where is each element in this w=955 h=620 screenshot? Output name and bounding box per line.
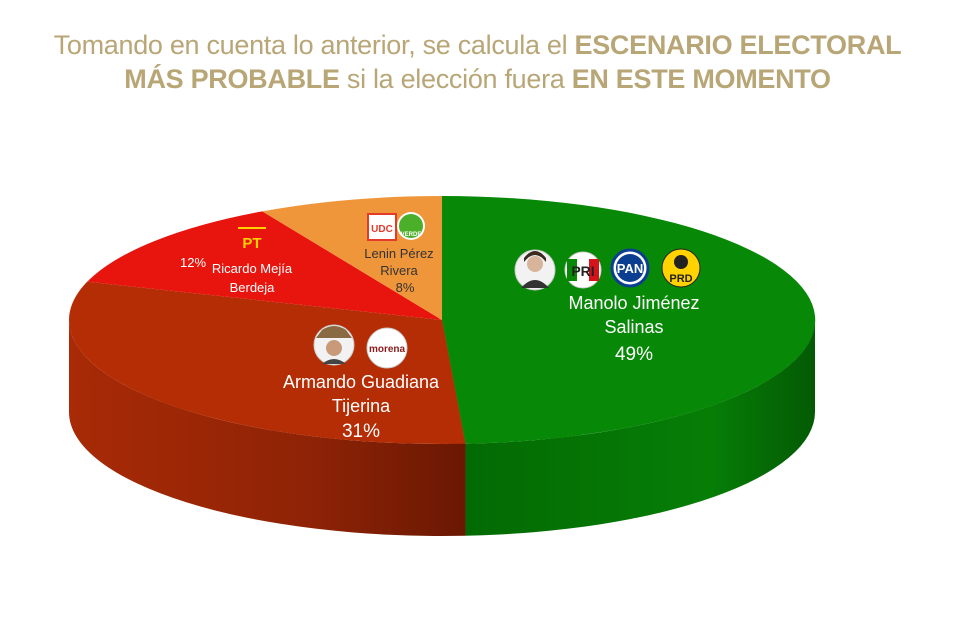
label-group-armando: morena Armando Guadiana Tijerina 31%: [283, 324, 440, 442]
title-part-3: MÁS PROBABLE: [124, 64, 340, 94]
label-group-manolo: PRI PAN PRD Manolo Jiménez Salinas 49%: [514, 248, 701, 365]
pan-logo: PAN: [610, 248, 650, 288]
verde-logo-text: VERDE: [401, 232, 422, 238]
label-manolo-line2: Salinas: [604, 317, 663, 337]
prd-logo-text: PRD: [669, 273, 692, 285]
pri-logo: PRI: [564, 251, 602, 289]
title-part-4: si la elección fuera: [339, 64, 572, 94]
title-part-2: ESCENARIO ELECTORAL: [574, 30, 902, 60]
pie-top: [68, 195, 816, 445]
morena-logo-text: morena: [369, 344, 406, 355]
label-ricardo-pct: 12%: [180, 255, 206, 270]
candidate-photo-manolo: [514, 249, 556, 291]
label-ricardo-line2: Berdeja: [230, 280, 276, 295]
label-ricardo-line1: Ricardo Mejía: [212, 261, 293, 276]
pie-slice-1: [68, 281, 466, 445]
title-part-1: Tomando en cuenta lo anterior, se calcul…: [53, 30, 575, 60]
label-armando-line1: Armando Guadiana: [283, 372, 440, 392]
label-lenin-line2: Rivera: [380, 263, 418, 278]
label-group-lenin: UDC VERDE Lenin Pérez Rivera 8%: [364, 212, 434, 295]
title-part-5: EN ESTE MOMENTO: [571, 64, 831, 94]
label-lenin-line1: Lenin Pérez: [364, 246, 433, 261]
pie-side-0: [465, 320, 815, 536]
verde-logo: VERDE: [397, 212, 425, 240]
pri-logo-text: PRI: [571, 263, 594, 279]
label-group-ricardo: PT 12% Ricardo Mejía Berdeja: [180, 226, 293, 295]
candidate-photo-armando: [313, 324, 355, 366]
pan-logo-text: PAN: [617, 261, 643, 276]
pie-side-1: [69, 320, 466, 537]
morena-logo: morena: [366, 327, 408, 369]
label-manolo-pct: 49%: [615, 344, 653, 365]
label-lenin-pct: 8%: [396, 280, 415, 295]
label-manolo-line1: Manolo Jiménez: [568, 293, 699, 313]
pt-logo: PT: [238, 226, 266, 254]
chart-title: Tomando en cuenta lo anterior, se calcul…: [0, 28, 955, 96]
udc-logo-text: UDC: [371, 224, 393, 235]
udc-logo: UDC: [367, 213, 397, 241]
label-armando-line2: Tijerina: [332, 396, 391, 416]
prd-logo: PRD: [661, 248, 701, 288]
pt-logo-text: PT: [242, 235, 261, 252]
pie-slice-2: [87, 211, 442, 320]
label-armando-pct: 31%: [342, 421, 380, 442]
